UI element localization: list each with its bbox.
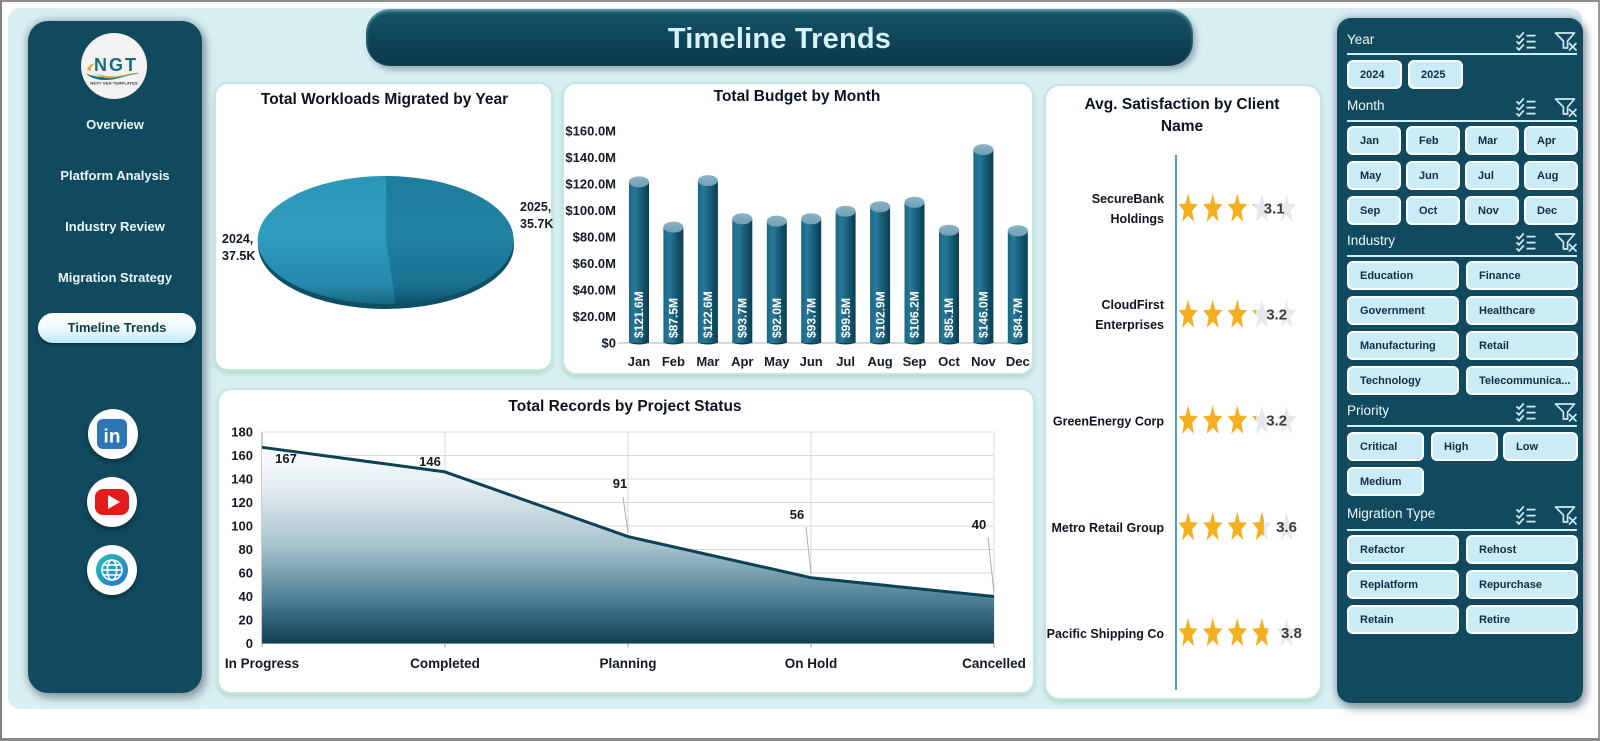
svg-text:3.2: 3.2 — [1266, 413, 1287, 430]
svg-text:80: 80 — [239, 542, 253, 557]
svg-text:Jan: Jan — [628, 354, 650, 369]
svg-text:$93.7M: $93.7M — [736, 298, 750, 338]
svg-text:NGT: NGT — [94, 55, 138, 75]
svg-text:May: May — [764, 354, 790, 369]
svg-text:Holdings: Holdings — [1111, 212, 1165, 226]
svg-text:$80.0M: $80.0M — [573, 230, 616, 245]
svg-text:$160.0M: $160.0M — [565, 124, 616, 139]
svg-text:$84.7M: $84.7M — [1011, 298, 1025, 338]
svg-text:Aug: Aug — [867, 354, 892, 369]
svg-text:140: 140 — [231, 472, 253, 487]
svg-text:Cancelled: Cancelled — [962, 656, 1026, 671]
svg-text:3.1: 3.1 — [1264, 201, 1285, 218]
svg-text:$99.5M: $99.5M — [839, 298, 853, 338]
svg-text:40: 40 — [239, 589, 253, 604]
svg-text:$121.6M: $121.6M — [632, 291, 646, 338]
svg-text:GreenEnergy Corp: GreenEnergy Corp — [1053, 415, 1165, 429]
svg-text:Enterprises: Enterprises — [1095, 318, 1164, 332]
svg-text:$146.0M: $146.0M — [977, 291, 991, 338]
svg-text:20: 20 — [239, 613, 253, 628]
svg-text:$20.0M: $20.0M — [573, 309, 616, 324]
svg-text:Dec: Dec — [1006, 354, 1030, 369]
svg-text:$140.0M: $140.0M — [565, 150, 616, 165]
svg-text:in: in — [104, 427, 121, 448]
svg-text:$122.6M: $122.6M — [701, 291, 715, 338]
svg-text:$100.0M: $100.0M — [565, 203, 616, 218]
svg-text:3.6: 3.6 — [1276, 519, 1297, 536]
svg-text:SecureBank: SecureBank — [1092, 192, 1164, 206]
svg-text:Completed: Completed — [410, 656, 480, 671]
svg-text:Mar: Mar — [696, 354, 719, 369]
svg-text:$40.0M: $40.0M — [573, 283, 616, 298]
svg-text:Apr: Apr — [731, 354, 753, 369]
svg-text:3.8: 3.8 — [1281, 625, 1302, 642]
svg-text:Feb: Feb — [662, 354, 685, 369]
svg-text:3.2: 3.2 — [1266, 307, 1287, 324]
svg-text:56: 56 — [790, 507, 804, 522]
svg-text:180: 180 — [231, 425, 253, 440]
svg-text:Metro Retail Group: Metro Retail Group — [1051, 521, 1164, 535]
svg-text:160: 160 — [231, 448, 253, 463]
svg-text:120: 120 — [231, 495, 253, 510]
svg-text:$102.9M: $102.9M — [873, 291, 887, 338]
svg-text:35.7K: 35.7K — [520, 217, 553, 231]
svg-text:2024,: 2024, — [222, 232, 253, 246]
svg-text:$93.7M: $93.7M — [804, 298, 818, 338]
svg-text:Sep: Sep — [903, 354, 927, 369]
svg-text:167: 167 — [275, 451, 297, 466]
svg-text:40: 40 — [972, 517, 986, 532]
svg-text:$85.1M: $85.1M — [942, 298, 956, 338]
svg-text:146: 146 — [419, 454, 441, 469]
svg-text:91: 91 — [613, 476, 627, 491]
svg-text:$106.2M: $106.2M — [908, 291, 922, 338]
svg-text:Oct: Oct — [938, 354, 960, 369]
svg-text:37.5K: 37.5K — [222, 249, 255, 263]
svg-text:$60.0M: $60.0M — [573, 256, 616, 271]
svg-text:$87.5M: $87.5M — [667, 298, 681, 338]
svg-text:NEXT GEN TEMPLATES: NEXT GEN TEMPLATES — [90, 81, 138, 86]
svg-text:$92.0M: $92.0M — [770, 298, 784, 338]
svg-text:On Hold: On Hold — [785, 656, 838, 671]
svg-text:$0: $0 — [602, 336, 616, 351]
svg-text:2025,: 2025, — [520, 200, 551, 214]
svg-text:Jun: Jun — [800, 354, 823, 369]
svg-text:Planning: Planning — [600, 656, 657, 671]
svg-text:CloudFirst: CloudFirst — [1102, 298, 1165, 312]
svg-text:Jul: Jul — [836, 354, 855, 369]
svg-text:$120.0M: $120.0M — [565, 177, 616, 192]
svg-text:Nov: Nov — [971, 354, 996, 369]
svg-text:In Progress: In Progress — [225, 656, 299, 671]
svg-text:0: 0 — [246, 636, 253, 651]
svg-text:60: 60 — [239, 566, 253, 581]
svg-text:100: 100 — [231, 519, 253, 534]
svg-text:Pacific Shipping Co: Pacific Shipping Co — [1047, 627, 1165, 641]
